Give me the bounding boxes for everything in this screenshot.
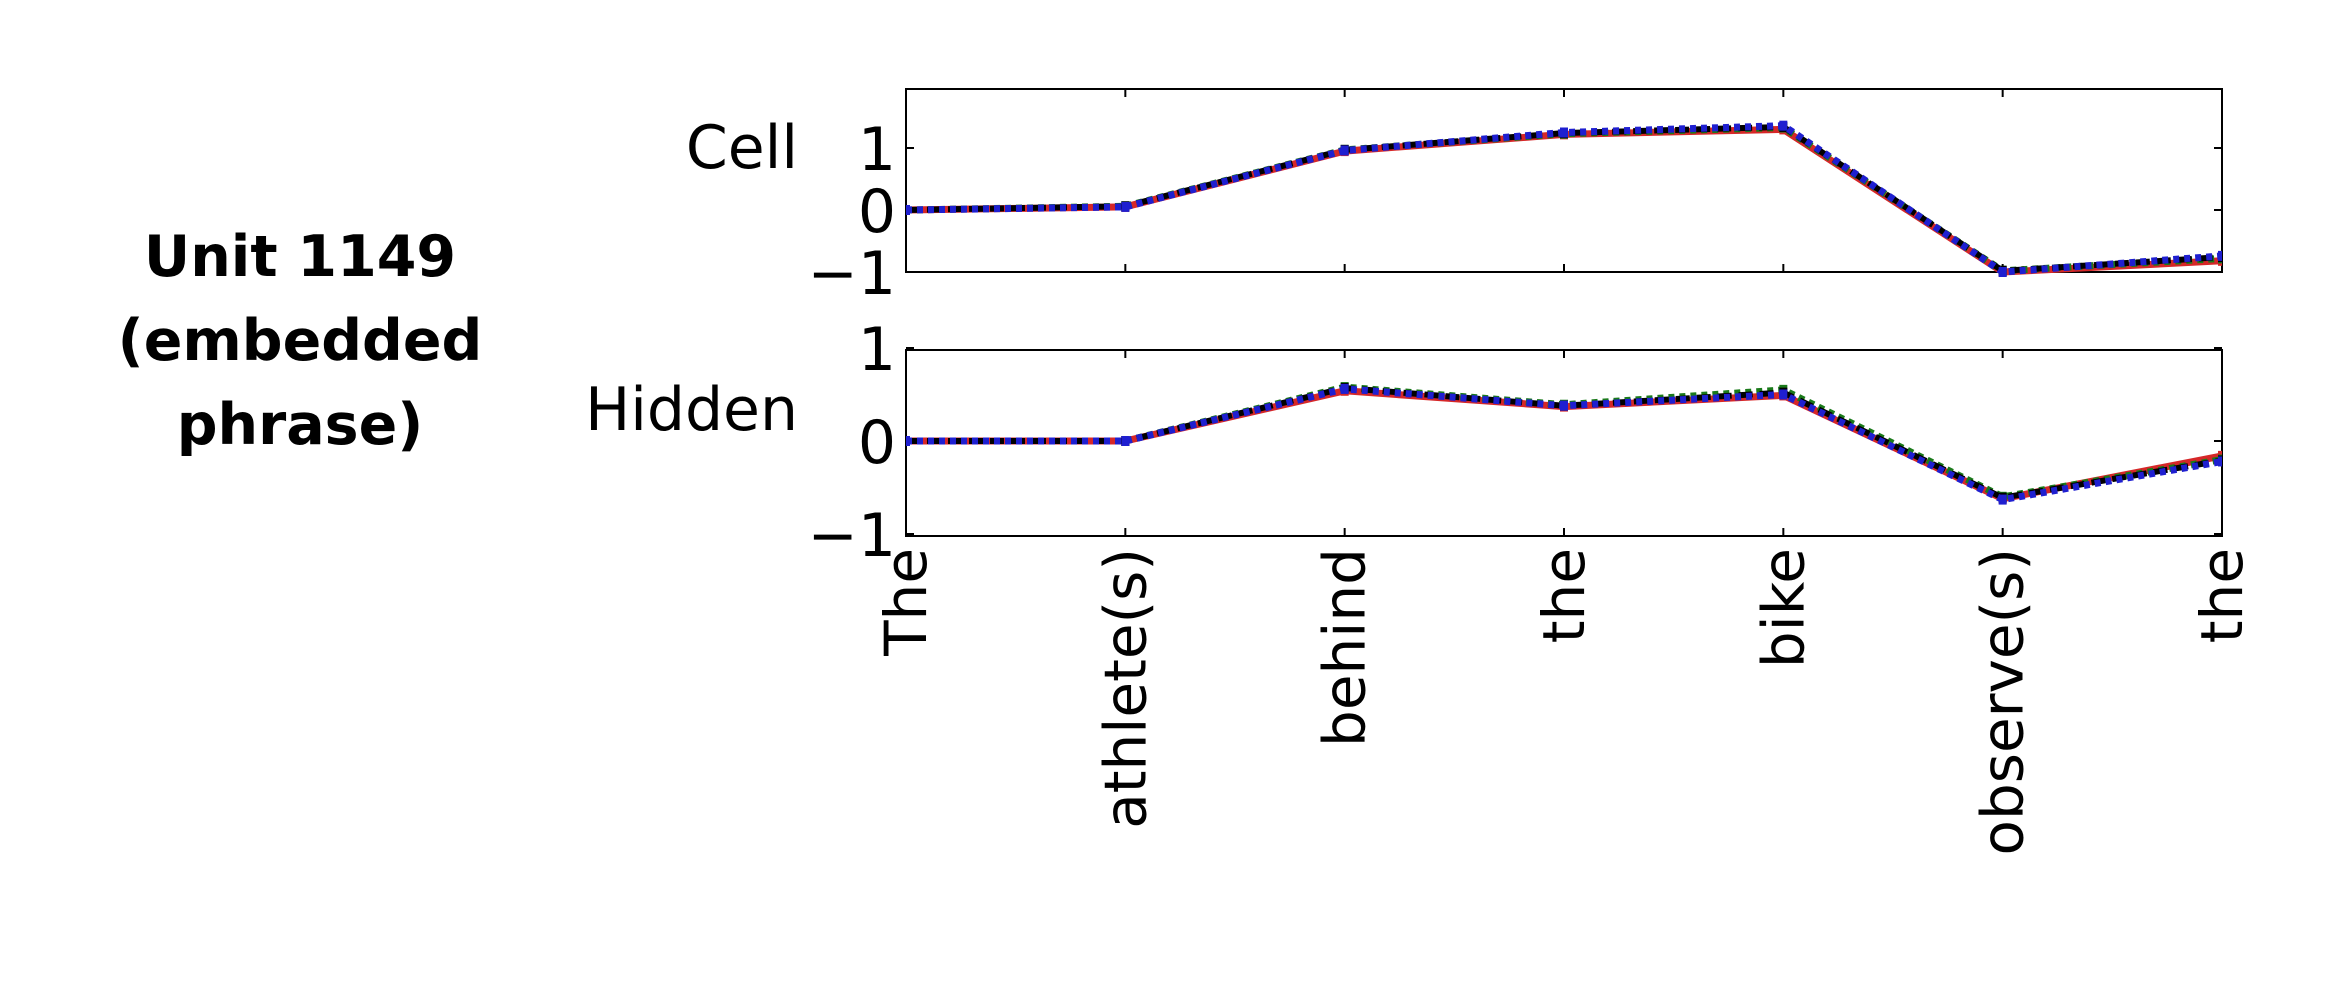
figure-title: Unit 1149 (embedded phrase) [40, 215, 560, 467]
data-point [906, 205, 910, 215]
data-point [1779, 120, 1788, 131]
y-tick-label: −1 [808, 501, 896, 571]
data-point [1998, 267, 2007, 277]
y-tick-label: −1 [808, 239, 896, 309]
series-line-blue [906, 122, 2222, 276]
data-point [2218, 250, 2222, 261]
data-point [1121, 201, 1130, 212]
x-tick-label: bike [1749, 548, 1817, 668]
data-point [2218, 456, 2222, 467]
data-point [906, 436, 910, 446]
x-tick-label: behind [1311, 548, 1379, 747]
figure-title-line-3: phrase) [176, 392, 424, 458]
x-tick-label: The [872, 548, 940, 657]
panel-label: Cell [686, 113, 798, 183]
series-line-green [906, 124, 2222, 275]
data-point [1340, 145, 1349, 156]
x-tick-label: athlete(s) [1091, 548, 1159, 829]
series-line-black [906, 123, 2222, 274]
panel-label: Hidden [585, 375, 798, 445]
data-point [1560, 400, 1568, 411]
x-tick-label: observe(s) [1969, 548, 2037, 856]
figure-title-line-1: Unit 1149 [143, 224, 457, 290]
x-tick-label: the [1530, 548, 1598, 643]
series-group [906, 382, 2222, 505]
y-tick-label: 0 [858, 408, 896, 478]
y-tick-label: 0 [858, 177, 896, 247]
data-point [1560, 127, 1568, 138]
x-tick-label: the [2188, 548, 2256, 643]
series-group [906, 120, 2222, 277]
y-tick-label: 1 [858, 315, 896, 385]
y-tick-label: 1 [858, 115, 896, 185]
figure-title-line-2: (embedded [117, 308, 483, 374]
data-point [1998, 494, 2007, 505]
data-point [1121, 436, 1130, 446]
data-point [1779, 389, 1788, 400]
series-line-red [906, 125, 2222, 276]
subplot-2: −1 0 1 Hidden The athlete(s) behind the bike obse… [585, 315, 2256, 856]
axes-frame [905, 88, 2223, 273]
data-point [1340, 383, 1349, 394]
subplot-1: −101 Cell [686, 88, 2223, 309]
